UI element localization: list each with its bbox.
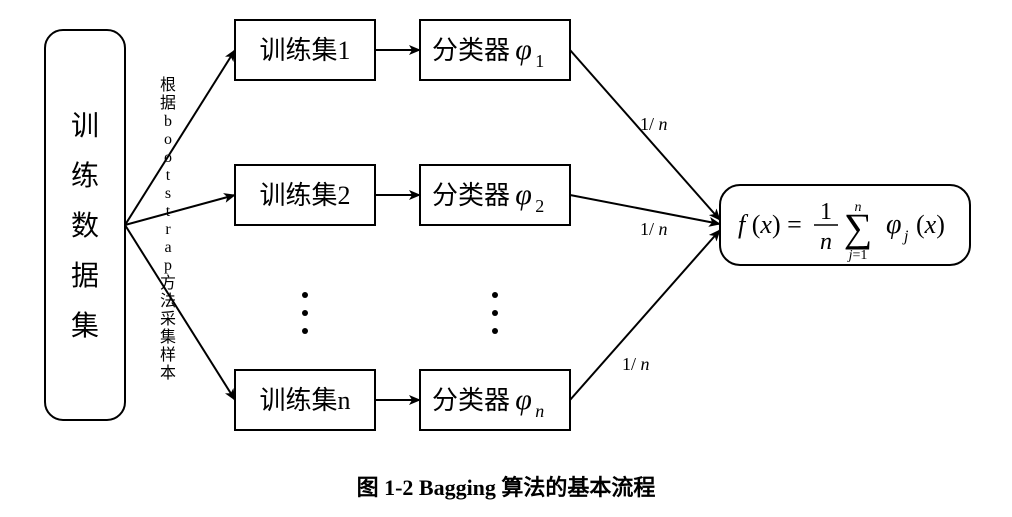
svg-text:φ: φ <box>515 383 532 416</box>
training-set-boxes: 训练集1 训练集2 训练集n <box>235 20 375 430</box>
svg-text:1/ n: 1/ n <box>640 219 668 239</box>
svg-text:n: n <box>535 401 544 421</box>
result-formula: f (x) =1n∑nj=1φj(x) <box>738 199 945 263</box>
svg-text:1/ n: 1/ n <box>622 354 650 374</box>
svg-text:φ: φ <box>886 209 902 240</box>
svg-text:n: n <box>820 229 832 255</box>
svg-text:t: t <box>166 203 171 220</box>
svg-text:j=1: j=1 <box>847 248 868 263</box>
svg-text:1: 1 <box>535 51 544 71</box>
svg-text:据: 据 <box>71 260 99 292</box>
svg-text:o: o <box>164 131 172 148</box>
svg-text:t: t <box>166 167 171 184</box>
svg-text:φ: φ <box>515 178 532 211</box>
svg-text:1/ n: 1/ n <box>640 114 668 134</box>
svg-text:p: p <box>164 257 172 274</box>
svg-text:分类器: 分类器 <box>432 181 510 210</box>
svg-text:训练集2: 训练集2 <box>259 181 350 210</box>
svg-text:数: 数 <box>71 210 99 242</box>
svg-text:集: 集 <box>160 328 176 346</box>
svg-text:φ: φ <box>515 33 532 66</box>
svg-text:分类器: 分类器 <box>432 36 510 65</box>
svg-text:训练集n: 训练集n <box>259 386 350 415</box>
svg-text:样: 样 <box>160 346 176 364</box>
figure-caption: 图 1-2 Bagging 算法的基本流程 <box>357 475 656 500</box>
svg-text:据: 据 <box>160 94 176 112</box>
svg-text:采: 采 <box>160 310 176 328</box>
svg-text:练: 练 <box>71 160 99 192</box>
svg-text:s: s <box>165 185 171 202</box>
arrows-source-to-train <box>125 50 235 400</box>
source-label: 训练数据集 <box>71 111 99 342</box>
svg-text:根: 根 <box>160 76 176 94</box>
svg-text:a: a <box>164 239 171 256</box>
svg-text:集: 集 <box>71 310 99 342</box>
svg-text:训练集1: 训练集1 <box>259 36 350 65</box>
svg-text:b: b <box>164 113 172 130</box>
svg-text:j: j <box>902 228 909 245</box>
svg-text:训: 训 <box>71 111 99 142</box>
bootstrap-annotation: 根据bootstrap方法采集样本 <box>160 76 176 382</box>
svg-text:本: 本 <box>160 364 176 382</box>
arrows-train-to-classifier <box>375 50 420 400</box>
svg-text:f (x) =: f (x) = <box>738 210 802 239</box>
svg-text:r: r <box>165 221 171 238</box>
ellipsis-dots <box>302 292 498 334</box>
classifier-boxes: 分类器φ1分类器φ2分类器φn <box>420 20 570 430</box>
svg-text:分类器: 分类器 <box>432 386 510 415</box>
svg-text:1: 1 <box>820 199 832 225</box>
svg-text:n: n <box>855 200 862 215</box>
svg-text:(x): (x) <box>916 210 945 239</box>
svg-text:2: 2 <box>535 196 544 216</box>
